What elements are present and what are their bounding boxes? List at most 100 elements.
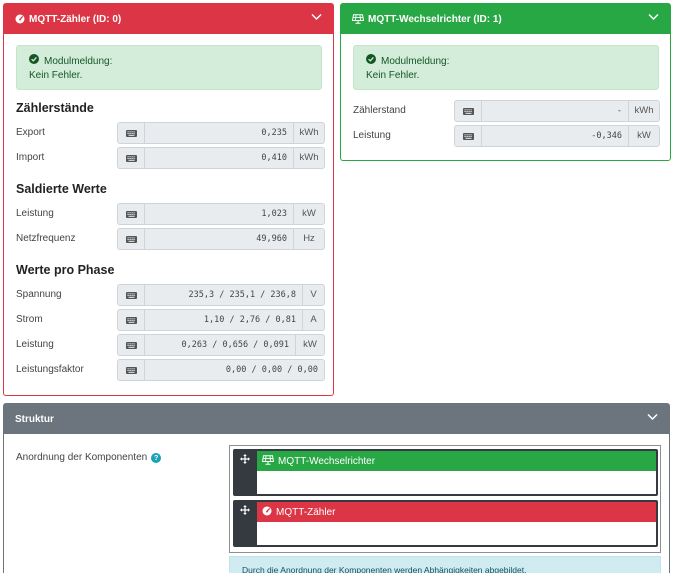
readonly-input-group: 0,410 kWh: [117, 147, 325, 169]
tree-node-dropzone[interactable]: [257, 471, 656, 494]
field-row-import: Import 0,410 kWh: [16, 147, 326, 169]
field-value: -0,346: [591, 131, 622, 141]
keyboard-icon: [118, 285, 145, 305]
solar-panel-icon: [261, 454, 278, 468]
inverter-card-header[interactable]: MQTT-Wechselrichter (ID: 1): [341, 4, 670, 34]
keyboard-icon: [118, 360, 145, 380]
keyboard-icon: [118, 204, 145, 224]
field-row-leistung-phase: Leistung 0,263 / 0,656 / 0,091 kW: [16, 334, 326, 356]
gauge-icon: [262, 506, 276, 519]
field-row-strom: Strom 1,10 / 2,76 / 0,81 A: [16, 309, 326, 331]
field-unit: V: [302, 285, 324, 305]
alert-title: Modulmeldung:: [44, 55, 113, 67]
keyboard-icon: [118, 335, 145, 355]
field-label: Netzfrequenz: [16, 233, 76, 244]
tree-node-meter[interactable]: MQTT-Zähler: [233, 500, 658, 547]
help-icon[interactable]: ?: [151, 452, 162, 463]
structure-card: Struktur Anordnung der Komponenten ? MQT…: [3, 403, 670, 573]
tree-node-dropzone[interactable]: [257, 522, 656, 545]
readonly-input-group: 0,263 / 0,656 / 0,091 kW: [117, 334, 325, 356]
field-unit: kW: [295, 335, 324, 355]
solar-panel-icon: [352, 14, 364, 24]
field-unit: kWh: [293, 148, 324, 168]
tree-node-header[interactable]: MQTT-Wechselrichter: [257, 451, 656, 471]
section-heading: Zählerstände: [16, 101, 94, 115]
field-row-netzfrequenz: Netzfrequenz 49,960 Hz: [16, 228, 326, 250]
field-unit: kW: [628, 126, 659, 146]
check-circle-icon: [29, 54, 44, 69]
chevron-down-icon[interactable]: [648, 13, 659, 24]
keyboard-icon: [455, 101, 482, 121]
check-circle-icon: [366, 54, 381, 69]
tree-node-label: MQTT-Wechselrichter: [278, 455, 376, 467]
meter-card-header[interactable]: MQTT-Zähler (ID: 0): [4, 4, 333, 34]
field-unit: Hz: [293, 229, 324, 249]
component-order-text: Anordnung der Komponenten: [16, 452, 148, 463]
alert-text: Kein Fehler.: [366, 70, 420, 81]
field-value: 49,960: [256, 234, 287, 244]
drag-handle-icon[interactable]: [233, 449, 257, 496]
readonly-input-group: -0,346 kW: [454, 125, 660, 147]
field-row-leistung: Leistung -0,346 kW: [353, 125, 663, 147]
module-message-alert: Modulmeldung: Kein Fehler.: [16, 45, 322, 90]
field-label: Import: [16, 152, 45, 163]
keyboard-icon: [118, 148, 145, 168]
field-unit: kWh: [628, 101, 659, 121]
readonly-input-group: 49,960 Hz: [117, 228, 325, 250]
field-value: -: [616, 106, 622, 116]
field-row-spannung: Spannung 235,3 / 235,1 / 236,8 V: [16, 284, 326, 306]
meter-card-title: MQTT-Zähler (ID: 0): [29, 13, 122, 25]
module-message-alert: Modulmeldung: Kein Fehler.: [353, 45, 659, 90]
component-tree: MQTT-Wechselrichter MQTT-Zähler: [229, 445, 661, 553]
field-label: Spannung: [16, 289, 62, 300]
field-label: Zählerstand: [353, 105, 406, 116]
field-unit: A: [302, 310, 324, 330]
keyboard-icon: [455, 126, 482, 146]
gauge-icon: [15, 14, 25, 24]
readonly-input-group: - kWh: [454, 100, 660, 122]
tree-node-inverter[interactable]: MQTT-Wechselrichter: [233, 449, 658, 496]
keyboard-icon: [118, 310, 145, 330]
field-row-export: Export 0,235 kWh: [16, 122, 326, 144]
field-label: Strom: [16, 314, 43, 325]
field-label: Leistung: [16, 339, 54, 350]
field-value: 0,235: [261, 128, 287, 138]
alert-text: Kein Fehler.: [29, 70, 83, 81]
field-row-leistung: Leistung 1,023 kW: [16, 203, 326, 225]
field-value: 0,263 / 0,656 / 0,091: [181, 340, 289, 350]
section-heading: Saldierte Werte: [16, 182, 107, 196]
field-row-leistungsfaktor: Leistungsfaktor 0,00 / 0,00 / 0,00: [16, 359, 326, 381]
field-value: 1,023: [261, 209, 287, 219]
readonly-input-group: 1,023 kW: [117, 203, 325, 225]
keyboard-icon: [118, 229, 145, 249]
alert-title: Modulmeldung:: [381, 55, 450, 67]
field-row-zaehlerstand: Zählerstand - kWh: [353, 100, 663, 122]
meter-card: MQTT-Zähler (ID: 0) Modulmeldung: Kein F…: [3, 3, 334, 396]
structure-card-title: Struktur: [15, 413, 54, 425]
field-label: Leistung: [16, 208, 54, 219]
tree-node-label: MQTT-Zähler: [276, 506, 336, 518]
field-unit: kWh: [293, 123, 324, 143]
chevron-down-icon[interactable]: [647, 413, 658, 424]
section-heading: Werte pro Phase: [16, 263, 115, 277]
field-unit: kW: [293, 204, 324, 224]
field-label: Leistungsfaktor: [16, 364, 84, 375]
field-label: Export: [16, 127, 45, 138]
chevron-down-icon[interactable]: [311, 13, 322, 24]
field-value: 1,10 / 2,76 / 0,81: [203, 315, 296, 325]
field-label: Leistung: [353, 130, 391, 141]
structure-card-header[interactable]: Struktur: [4, 404, 669, 434]
inverter-card-title: MQTT-Wechselrichter (ID: 1): [368, 13, 502, 25]
field-value: 0,410: [261, 153, 287, 163]
structure-info-alert: Durch die Anordnung der Komponenten werd…: [229, 556, 661, 573]
inverter-card: MQTT-Wechselrichter (ID: 1) Modulmeldung…: [340, 3, 671, 161]
drag-handle-icon[interactable]: [233, 500, 257, 547]
component-order-label: Anordnung der Komponenten ?: [16, 452, 162, 463]
readonly-input-group: 0,235 kWh: [117, 122, 325, 144]
tree-node-header[interactable]: MQTT-Zähler: [257, 502, 656, 522]
field-value: 235,3 / 235,1 / 236,8: [188, 290, 296, 300]
readonly-input-group: 0,00 / 0,00 / 0,00: [117, 359, 325, 381]
field-value: 0,00 / 0,00 / 0,00: [225, 365, 318, 375]
readonly-input-group: 235,3 / 235,1 / 236,8 V: [117, 284, 325, 306]
readonly-input-group: 1,10 / 2,76 / 0,81 A: [117, 309, 325, 331]
